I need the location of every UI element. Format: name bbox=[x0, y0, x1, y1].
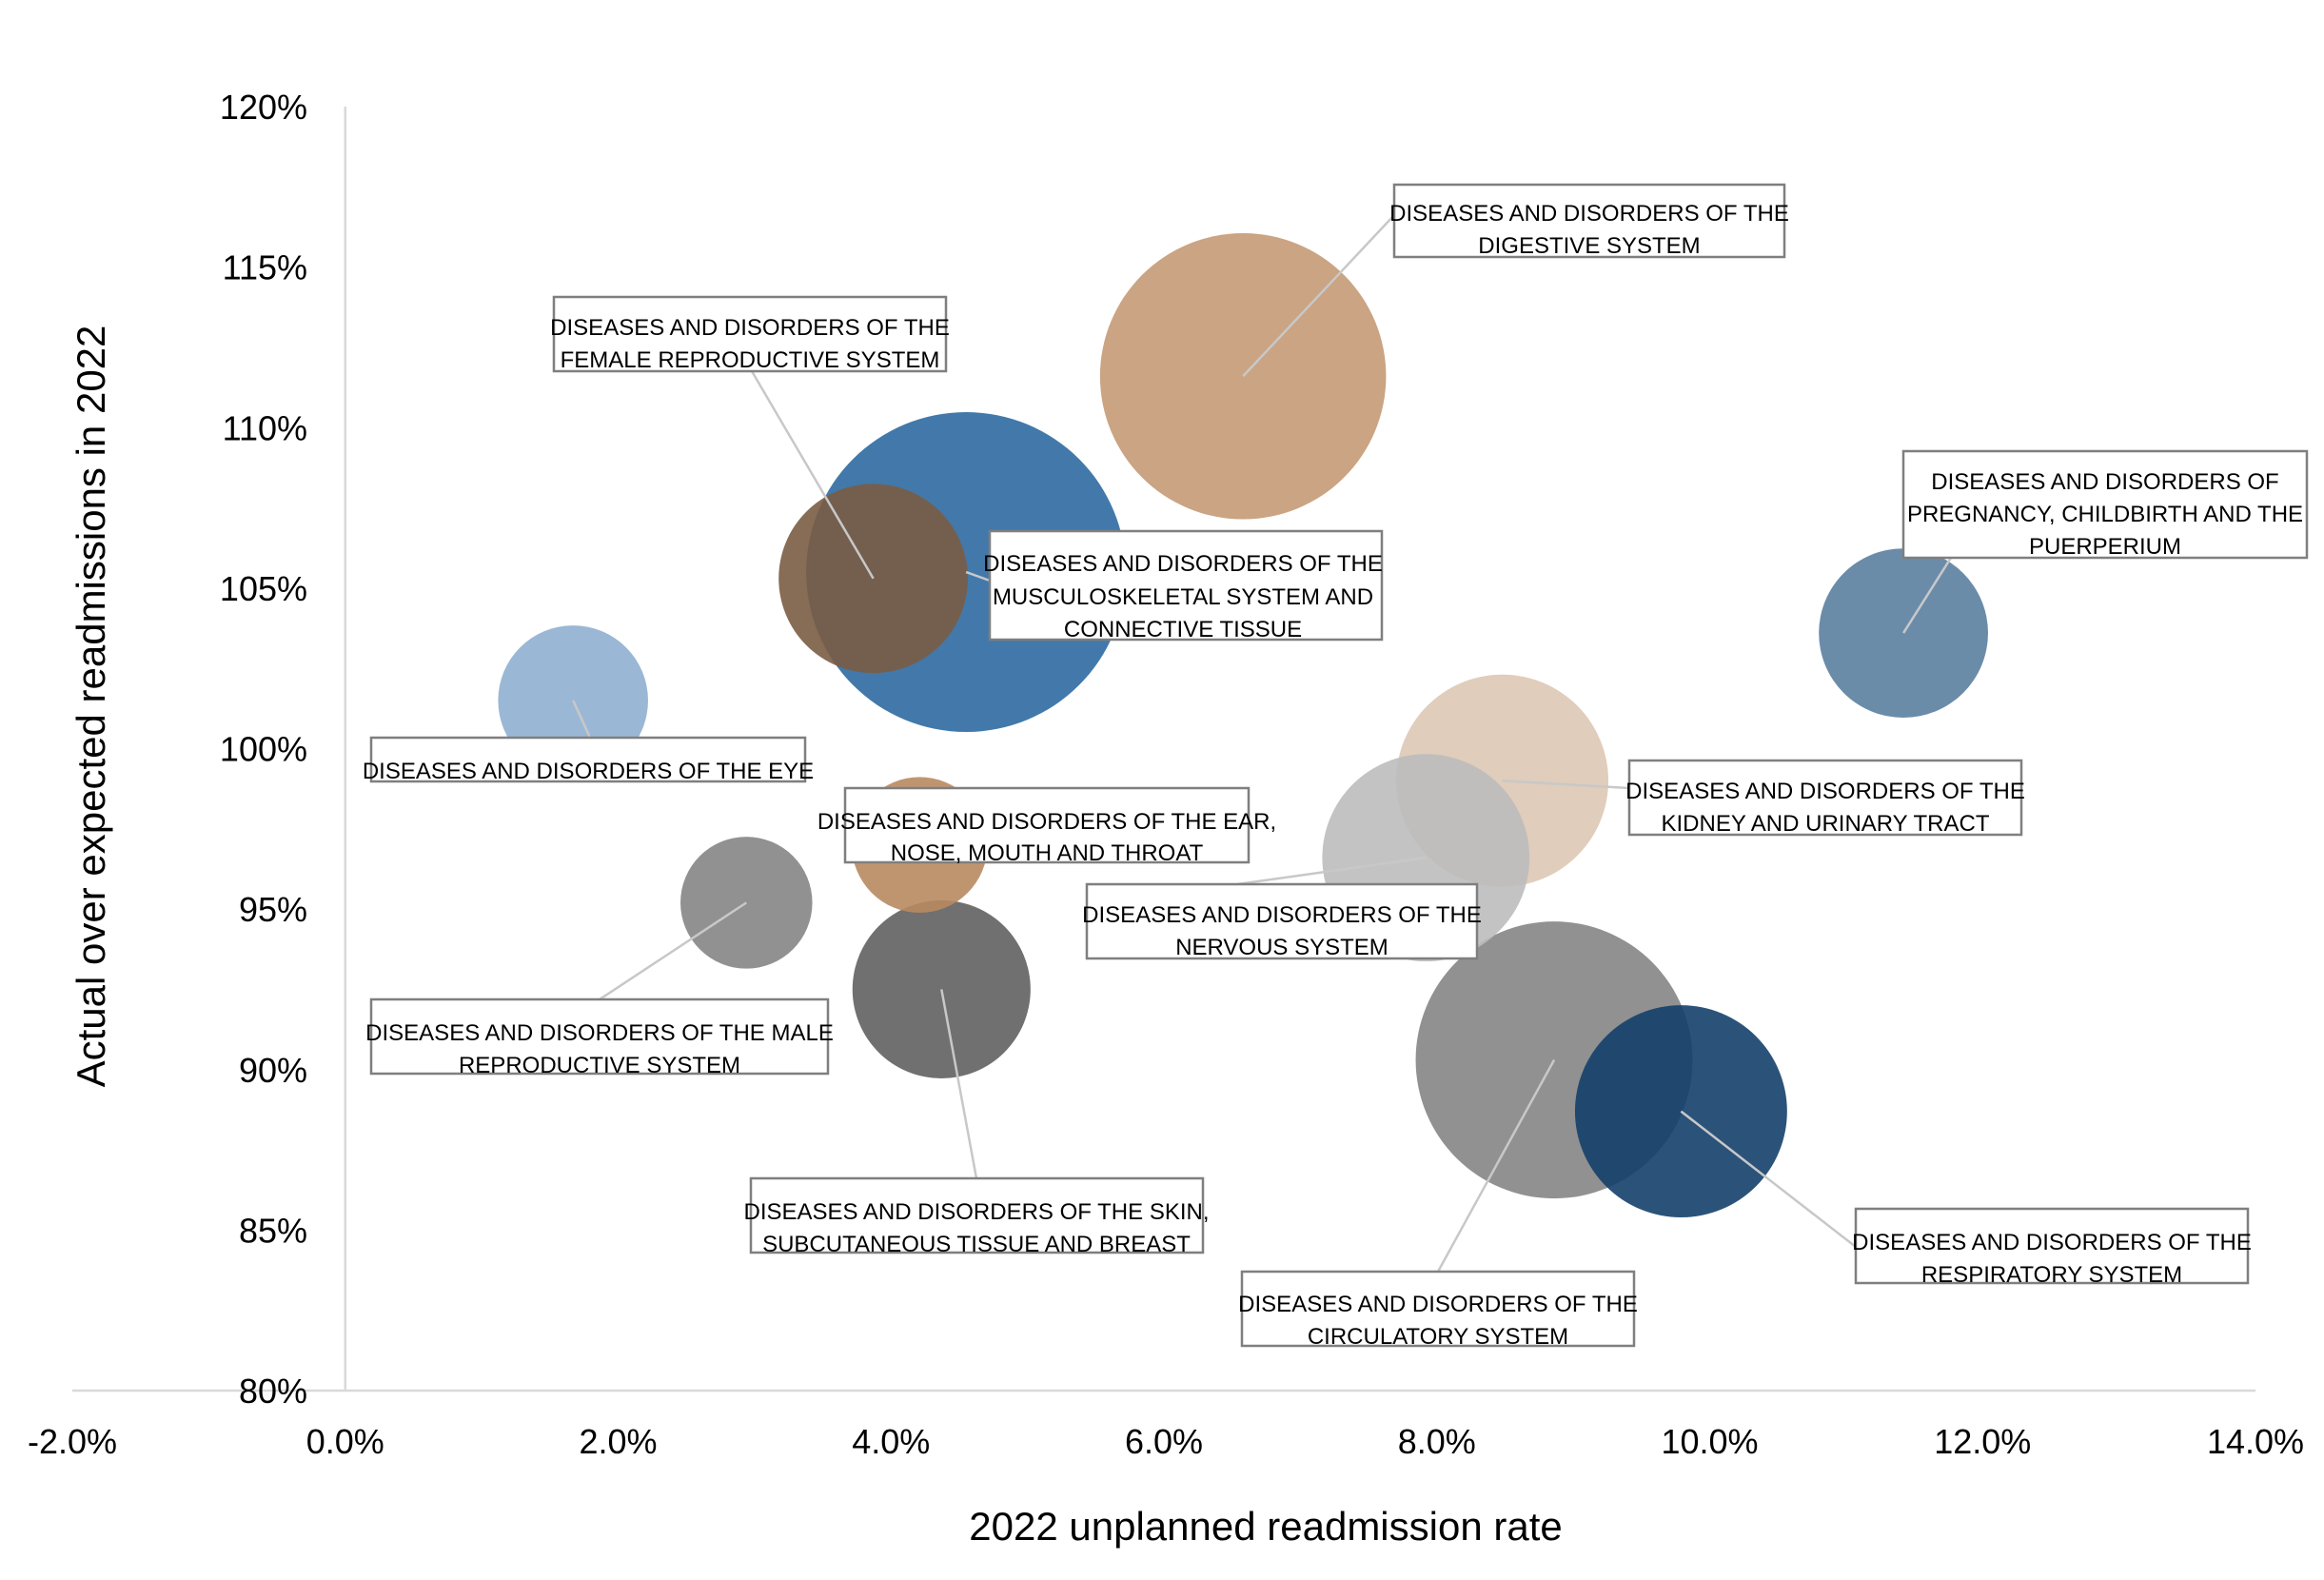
callout-box bbox=[749, 1176, 1205, 1254]
bubble-label: DISEASES AND DISORDERS OF THE FEMALE REPR… bbox=[550, 315, 950, 373]
leader-line bbox=[1902, 557, 1953, 634]
leader-line bbox=[750, 370, 875, 580]
y-tick-label: 95% bbox=[239, 890, 307, 929]
bubble-label: DISEASES AND DISORDERS OF THE EAR, NOSE, … bbox=[817, 809, 1276, 866]
callout: DISEASES AND DISORDERS OF THE KIDNEY AND … bbox=[1625, 759, 2025, 837]
y-tick-label: 120% bbox=[220, 88, 307, 127]
callout: DISEASES AND DISORDERS OF PREGNANCY, CHIL… bbox=[1901, 449, 2309, 560]
callouts: DISEASES AND DISORDERS OF THE MUSCULOSKEL… bbox=[363, 183, 2309, 1350]
y-tick-label: 105% bbox=[220, 569, 307, 608]
x-tick-label: 14.0% bbox=[2207, 1422, 2304, 1461]
leader-line bbox=[1236, 856, 1427, 886]
callout-box bbox=[552, 295, 948, 373]
y-tick-label: 80% bbox=[239, 1372, 307, 1411]
callout-box bbox=[1085, 882, 1479, 960]
x-tick-label: 6.0% bbox=[1125, 1422, 1203, 1461]
bubble-label: DISEASES AND DISORDERS OF THE MALE REPROD… bbox=[365, 1020, 834, 1078]
callout: DISEASES AND DISORDERS OF THE MUSCULOSKEL… bbox=[983, 529, 1384, 642]
leader-line bbox=[1242, 214, 1395, 378]
x-tick-label: 2.0% bbox=[579, 1422, 657, 1461]
callout: DISEASES AND DISORDERS OF THE FEMALE REPR… bbox=[550, 295, 950, 373]
bubble-label: DISEASES AND DISORDERS OF THE EYE bbox=[363, 759, 814, 784]
x-axis-title: 2022 unplanned readmission rate bbox=[969, 1504, 1562, 1549]
callout: DISEASES AND DISORDERS OF THE SKIN, SUBCU… bbox=[744, 1176, 1210, 1257]
callout: DISEASES AND DISORDERS OF THE DIGESTIVE S… bbox=[1389, 183, 1789, 259]
leader-line bbox=[965, 570, 991, 583]
leader-line bbox=[940, 989, 978, 1179]
callout-box bbox=[369, 997, 830, 1076]
callout-box bbox=[1240, 1270, 1636, 1348]
callout-box bbox=[1854, 1207, 2250, 1285]
bubble-label: DISEASES AND DISORDERS OF THE SKIN, SUBCU… bbox=[744, 1199, 1210, 1257]
callout-box bbox=[988, 529, 1384, 642]
leader-line bbox=[1680, 1110, 1857, 1248]
bubble-label: DISEASES AND DISORDERS OF PREGNANCY, CHIL… bbox=[1907, 469, 2303, 560]
leader-line bbox=[599, 901, 747, 1001]
x-tick-label: -2.0% bbox=[28, 1422, 117, 1461]
x-tick-label: 8.0% bbox=[1398, 1422, 1476, 1461]
callout: DISEASES AND DISORDERS OF THE NERVOUS SYS… bbox=[1082, 882, 1482, 960]
leader-line bbox=[1436, 1059, 1556, 1273]
x-tick-label: 12.0% bbox=[1934, 1422, 2031, 1461]
callout-box bbox=[1392, 183, 1786, 259]
x-tick-label: 0.0% bbox=[306, 1422, 384, 1461]
leader-line bbox=[572, 700, 592, 739]
bubble-label: DISEASES AND DISORDERS OF THE CIRCULATORY… bbox=[1238, 1292, 1638, 1350]
callout: DISEASES AND DISORDERS OF THE RESPIRATORY… bbox=[1852, 1207, 2252, 1288]
x-tick-labels: -2.0% 0.0% 2.0% 4.0% 6.0% 8.0% 10.0% 12.0% 14.0% bbox=[28, 1422, 2304, 1461]
axes bbox=[72, 107, 2255, 1392]
callout-box bbox=[843, 786, 1251, 864]
callout: DISEASES AND DISORDERS OF THE EAR, NOSE, … bbox=[817, 786, 1276, 866]
callout: DISEASES AND DISORDERS OF THE MALE REPROD… bbox=[365, 997, 834, 1078]
callout: DISEASES AND DISORDERS OF THE EYE bbox=[363, 736, 814, 784]
callout-box bbox=[1901, 449, 2309, 560]
y-tick-label: 115% bbox=[223, 248, 307, 287]
bubble-label: DISEASES AND DISORDERS OF THE KIDNEY AND … bbox=[1625, 779, 2025, 837]
x-tick-label: 10.0% bbox=[1661, 1422, 1758, 1461]
y-tick-label: 110% bbox=[223, 408, 307, 447]
bubble bbox=[852, 899, 1031, 1078]
bubble-label: DISEASES AND DISORDERS OF THE DIGESTIVE S… bbox=[1389, 201, 1789, 259]
bubble-label: DISEASES AND DISORDERS OF THE RESPIRATORY… bbox=[1852, 1230, 2252, 1288]
x-tick-label: 4.0% bbox=[852, 1422, 930, 1461]
y-tick-label: 100% bbox=[220, 730, 307, 769]
callout-box bbox=[1627, 759, 2023, 837]
y-tick-labels: 80% 85% 90% 95% 100% 105% 110% 115% 120% bbox=[220, 88, 307, 1411]
y-tick-label: 85% bbox=[239, 1211, 307, 1250]
y-tick-label: 90% bbox=[239, 1051, 307, 1090]
callout-box bbox=[369, 736, 807, 783]
callout: DISEASES AND DISORDERS OF THE CIRCULATORY… bbox=[1238, 1270, 1638, 1350]
leader-lines bbox=[572, 214, 1953, 1273]
y-axis-title: Actual over expected readmissions in 202… bbox=[69, 326, 113, 1088]
bubble-label: DISEASES AND DISORDERS OF THE NERVOUS SYS… bbox=[1082, 902, 1482, 960]
leader-line bbox=[1502, 779, 1630, 790]
bubble-label: DISEASES AND DISORDERS OF THE MUSCULOSKEL… bbox=[983, 551, 1383, 642]
